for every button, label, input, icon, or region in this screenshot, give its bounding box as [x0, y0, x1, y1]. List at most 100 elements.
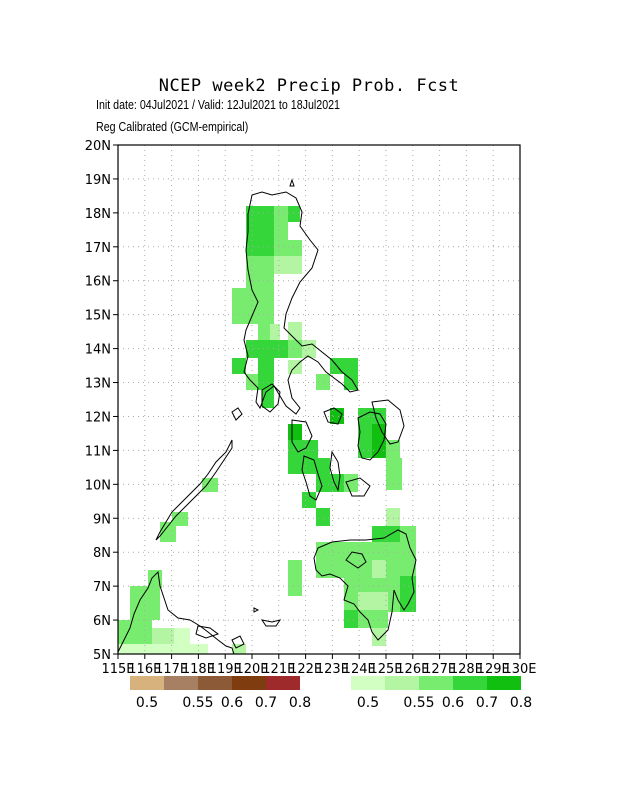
- mindoro-island-coastline: [231, 407, 243, 421]
- borneo-coastline: [117, 570, 235, 655]
- lon-tick-label: 122E: [289, 662, 322, 677]
- lat-tick-label: 20N: [85, 139, 111, 154]
- prob-cell: [274, 206, 288, 240]
- lon-tick-label: 130E: [503, 662, 536, 677]
- luzon-coastline: [243, 191, 359, 415]
- sulu-coastline: [195, 625, 220, 639]
- prob-cell: [288, 424, 302, 440]
- map-frame: [117, 144, 521, 655]
- islet-coastline: [253, 607, 260, 613]
- palawan-coastline: [155, 439, 233, 541]
- prob-cell: [174, 628, 190, 646]
- prob-cell: [130, 586, 160, 620]
- prob-cell: [372, 526, 400, 542]
- prob-cell: [246, 340, 288, 358]
- legend-swatch: [487, 676, 521, 690]
- prob-cell: [246, 206, 262, 256]
- islet-coastline: [260, 619, 282, 627]
- prob-cell: [344, 610, 358, 628]
- prob-cell: [386, 458, 402, 490]
- lat-tick-label: 6N: [93, 614, 111, 629]
- coastlines: [117, 178, 417, 655]
- lat-tick-label: 5N: [93, 648, 111, 663]
- lat-tick-label: 11N: [85, 444, 111, 459]
- legend-label: 0.55: [403, 695, 434, 711]
- prob-cell: [288, 340, 302, 358]
- prob-cell: [118, 644, 208, 654]
- map-subtitle: Init date: 04Jul2021 / Valid: 12Jul2021 …: [96, 97, 340, 112]
- legend-swatch: [351, 676, 385, 690]
- prob-cell: [288, 206, 300, 222]
- prob-cell: [288, 440, 318, 474]
- prob-cell: [274, 240, 302, 256]
- lon-tick-label: 128E: [450, 662, 483, 677]
- lat-tick-label: 9N: [93, 512, 111, 527]
- legend-swatch: [198, 676, 232, 690]
- legend-label: 0.5: [357, 695, 379, 711]
- prob-cell: [258, 358, 274, 390]
- prob-cell: [330, 408, 344, 424]
- prob-cell: [316, 374, 330, 390]
- lon-tick-label: 118E: [182, 662, 215, 677]
- map-subtitle-2: Reg Calibrated (GCM-empirical): [96, 119, 249, 134]
- legend-label: 0.6: [221, 695, 243, 711]
- visayas-samar-coastline: [371, 399, 405, 445]
- prob-cell: [372, 560, 386, 578]
- lat-tick-label: 17N: [85, 241, 111, 256]
- legend-swatch: [164, 676, 198, 690]
- prob-cell: [288, 560, 302, 596]
- prob-cell: [172, 512, 188, 526]
- prob-cell: [288, 322, 302, 340]
- prob-cell: [386, 508, 400, 526]
- lat-tick-label: 13N: [85, 377, 111, 392]
- legend-swatch: [232, 676, 266, 690]
- prob-cell: [262, 206, 274, 256]
- islet-coastline: [231, 635, 245, 649]
- prob-cell: [232, 288, 274, 324]
- prob-cell: [358, 408, 386, 424]
- legend-swatch: [385, 676, 419, 690]
- legend-label: 0.7: [476, 695, 498, 711]
- dry-legend: 0.5 0.55 0.6 0.7 0.8: [130, 676, 311, 711]
- prob-cell: [302, 492, 316, 508]
- prob-cell: [358, 592, 388, 612]
- masbate-coastline: [323, 407, 343, 425]
- lat-tick-label: 10N: [85, 478, 111, 493]
- prob-cell: [358, 610, 388, 628]
- prob-cell: [316, 458, 330, 492]
- prob-cell: [344, 374, 358, 390]
- lat-tick-label: 18N: [85, 207, 111, 222]
- prob-cell: [316, 508, 330, 526]
- legend-swatch: [419, 676, 453, 690]
- lon-tick-label: 121E: [262, 662, 295, 677]
- lat-tick-label: 15N: [85, 309, 111, 324]
- lon-tick-label: 125E: [369, 662, 402, 677]
- lon-tick-label: 129E: [477, 662, 510, 677]
- longitude-axis: 115E116E117E118E119E120E121E122E123E124E…: [101, 654, 537, 677]
- lat-tick-label: 12N: [85, 410, 111, 425]
- mindanao-coastline: [313, 529, 417, 641]
- prob-cell: [358, 424, 372, 458]
- visayas-cebu-coastline: [329, 450, 341, 492]
- prob-cell: [152, 628, 174, 646]
- prob-cell: [400, 526, 416, 542]
- lat-tick-label: 16N: [85, 275, 111, 290]
- prob-cell: [344, 474, 358, 492]
- legend-label: 0.7: [255, 695, 277, 711]
- legend-label: 0.55: [182, 695, 213, 711]
- visayas-negros-coastline: [301, 455, 323, 501]
- lon-tick-label: 120E: [235, 662, 268, 677]
- prob-cell: [232, 644, 246, 654]
- prob-cell: [372, 628, 386, 646]
- prob-cell: [270, 324, 280, 340]
- legend-label: 0.8: [289, 695, 311, 711]
- legend-swatch: [453, 676, 487, 690]
- latitude-axis: 5N 6N 7N 8N 9N 10N 11N 12N 13N 14N 15N 16N 17N 18N 19N…: [85, 139, 118, 663]
- lat-tick-label: 8N: [93, 546, 111, 561]
- lat-tick-label: 7N: [93, 580, 111, 595]
- legend-swatch: [130, 676, 164, 690]
- lon-tick-label: 116E: [128, 662, 161, 677]
- map-gridlines: [118, 145, 520, 654]
- islet-coastline: [289, 178, 295, 187]
